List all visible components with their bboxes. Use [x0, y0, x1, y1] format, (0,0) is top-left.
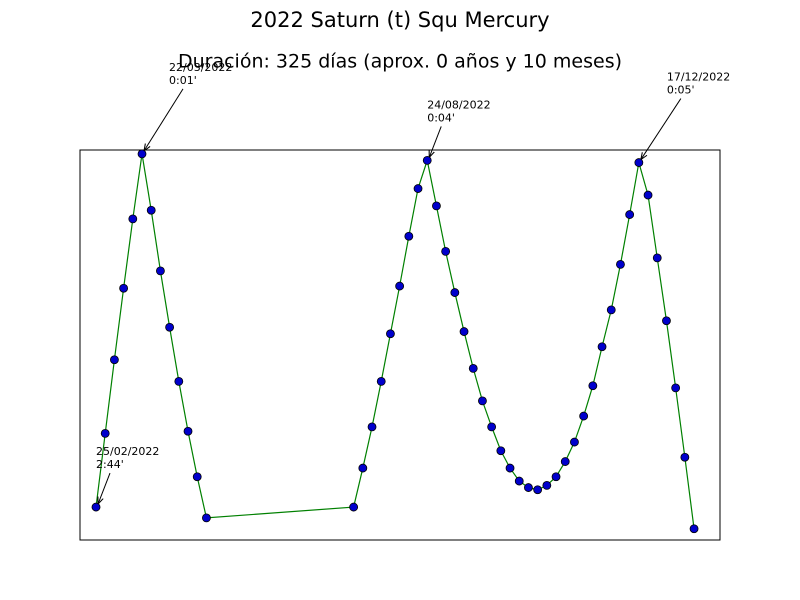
annotation-arrow [144, 88, 184, 151]
data-point [570, 437, 579, 447]
data-point [91, 502, 101, 512]
data-point [174, 376, 184, 386]
data-point [386, 329, 395, 339]
annotation-date: 17/12/2022 [667, 71, 730, 84]
data-point [468, 363, 478, 373]
data-point [450, 288, 460, 297]
data-point [579, 411, 589, 421]
data-point [119, 283, 129, 293]
data-point [128, 214, 138, 224]
data-point [165, 322, 175, 332]
data-point [432, 201, 441, 211]
data-point [588, 381, 598, 391]
data-point [514, 476, 524, 486]
annotation-orb: 0:01' [169, 74, 197, 87]
data-point [487, 422, 497, 432]
annotation-arrow [98, 472, 111, 504]
annotation-orb: 0:04' [427, 111, 455, 124]
annotation-date: 24/08/2022 [427, 98, 490, 111]
data-point [413, 184, 423, 193]
data-point [192, 472, 202, 482]
data-point [652, 253, 662, 263]
data-point [376, 376, 386, 386]
data-point [671, 383, 681, 393]
data-point [643, 190, 653, 200]
data-point [505, 463, 515, 473]
data-point [100, 428, 110, 438]
data-point [367, 422, 377, 432]
data-point [349, 502, 359, 512]
chart-subtitle: Duración: 325 días (aprox. 0 años y 10 m… [178, 51, 622, 73]
data-point [110, 355, 119, 365]
plot-frame [79, 149, 721, 541]
data-point [146, 205, 156, 215]
annotation-arrow [429, 126, 442, 157]
data-point [202, 513, 211, 523]
data-point [524, 483, 533, 492]
annotation-orb: 0:05' [667, 84, 695, 97]
annotation-date: 25/02/2022 [96, 445, 159, 458]
data-point [634, 158, 644, 167]
data-point [183, 426, 193, 436]
data-point [441, 246, 451, 256]
data-point [551, 472, 561, 482]
data-point [625, 210, 635, 219]
data-point [606, 305, 616, 315]
data-point [560, 457, 570, 466]
data-point [358, 463, 368, 473]
chart-title: 2022 Saturn (t) Squ Mercury [250, 8, 549, 32]
data-point [404, 231, 414, 241]
data-point [156, 266, 165, 276]
data-point [496, 446, 506, 456]
data-point [422, 155, 432, 165]
data-point [459, 327, 469, 336]
data-point [478, 396, 487, 406]
data-point [533, 485, 543, 495]
annotation-arrow [641, 98, 682, 160]
data-point [680, 452, 690, 462]
data-point [597, 342, 607, 352]
data-point [395, 281, 405, 291]
data-point [542, 480, 552, 490]
data-point [616, 259, 625, 269]
annotation-orb: 2:44' [96, 458, 124, 471]
annotation-date: 22/03/2022 [169, 61, 232, 74]
data-point [662, 316, 671, 326]
data-point [689, 524, 699, 534]
data-point [137, 149, 147, 159]
